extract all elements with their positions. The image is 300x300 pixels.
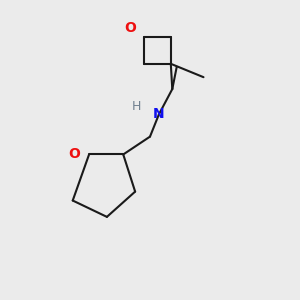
- Text: H: H: [132, 100, 141, 113]
- Text: N: N: [153, 107, 165, 121]
- Text: O: O: [125, 21, 136, 35]
- Text: O: O: [68, 148, 80, 161]
